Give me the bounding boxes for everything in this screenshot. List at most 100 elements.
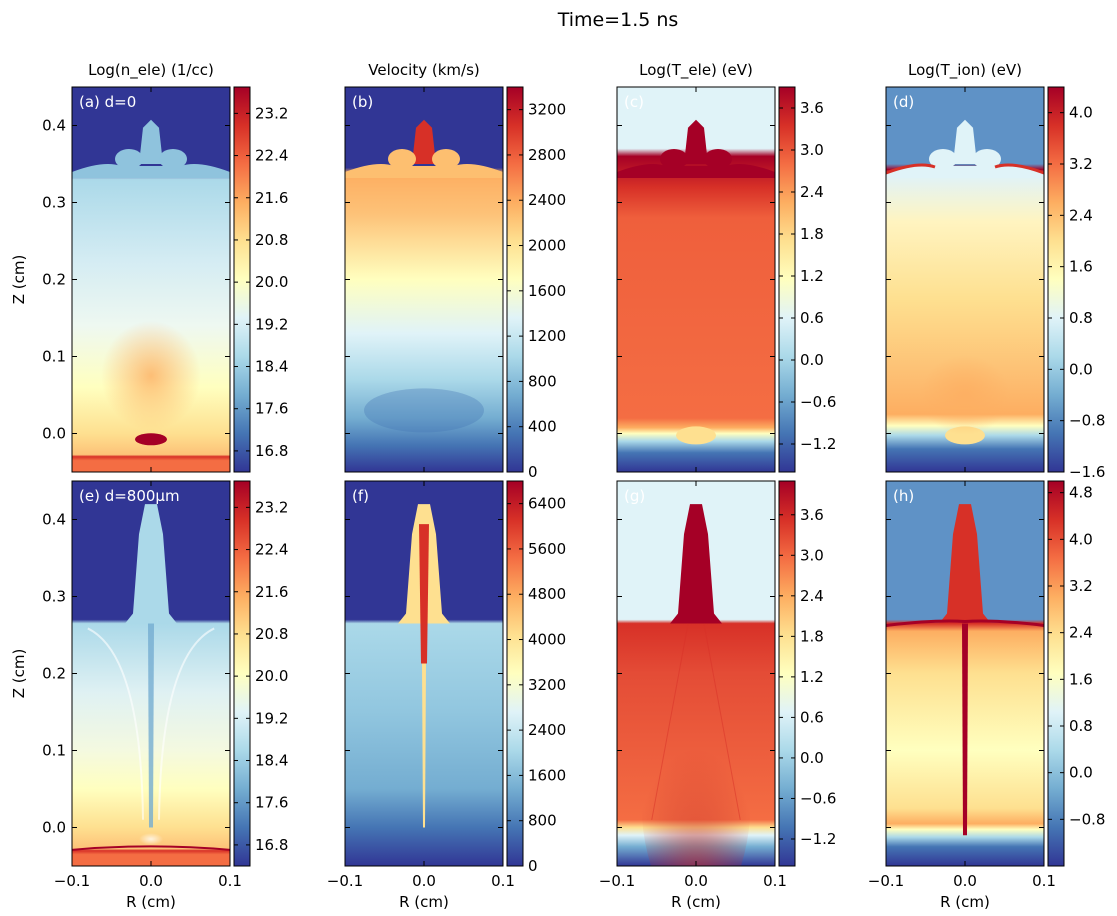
x-axis-label: R (cm) — [671, 893, 721, 911]
colorbar-tick-label: 0.8 — [1069, 309, 1093, 327]
colorbar-e: 16.8 17.6 18.4 19.2 20.0 20.8 21.6 22.4 23.2 — [233, 480, 288, 867]
cap-vortex-left — [929, 149, 957, 169]
colorbar-tick-label: 23.2 — [255, 498, 288, 516]
jet-core — [419, 524, 429, 664]
x-tick-label: 0.0 — [139, 872, 163, 890]
y-tick-label: 0.4 — [42, 117, 66, 135]
colorbar-tick-label: 1.2 — [800, 668, 824, 686]
shock-front — [886, 163, 1044, 175]
y-axis-label: Z (cm) — [10, 255, 28, 305]
colorbar-tick-label: 20.8 — [255, 625, 288, 643]
colorbar-gradient — [778, 480, 796, 867]
colorbar-tick-label: 2000 — [528, 237, 566, 255]
colorbar-tick-label: 0.6 — [800, 309, 824, 327]
colorbar-h: −0.8 0.0 0.8 1.6 2.4 3.2 4.0 4.8 — [1047, 480, 1105, 867]
colorbar-tick-label: 3.6 — [800, 506, 824, 524]
cap-vortex-left — [660, 149, 688, 169]
heatmap-e — [72, 481, 230, 866]
colorbar-tick-label: 800 — [528, 812, 557, 830]
panel-label: (g) — [624, 487, 645, 505]
x-tick-label: −0.1 — [54, 872, 90, 890]
panel-title: Log(T_ele) (eV) — [639, 61, 753, 80]
y-tick-label: 0.2 — [42, 271, 66, 289]
heatmap-b — [345, 87, 503, 472]
cone-edges — [651, 623, 741, 820]
colorbar-tick-label: 2800 — [528, 146, 566, 164]
panel-a: Log(n_ele) (1/cc) (a) d=0 0.0 0.1 0.2 0.3 0.4 Z… — [10, 61, 288, 473]
x-tick-label: 0.0 — [412, 872, 436, 890]
colorbar-tick-label: 4000 — [528, 631, 566, 649]
cap-vortex-right — [159, 149, 187, 169]
colorbar-gradient — [778, 86, 796, 473]
colorbar-tick-label: 4.8 — [1069, 484, 1093, 502]
heatmap-d — [886, 87, 1044, 472]
x-tick-label: −0.1 — [868, 872, 904, 890]
colorbar-tick-label: 21.6 — [255, 583, 288, 601]
cap-shell — [72, 164, 230, 178]
hot-cone — [641, 676, 751, 866]
jet-head — [125, 504, 177, 624]
cap-vortex-left — [115, 149, 143, 169]
colorbar-tick-label: −0.6 — [800, 393, 836, 411]
axis-filament — [962, 623, 968, 836]
x-tick-label: −0.1 — [599, 872, 635, 890]
colorbar-tick-label: 2.4 — [800, 183, 824, 201]
colorbar-tick-label: 21.6 — [255, 189, 288, 207]
colorbar-tick-label: 4.0 — [1069, 104, 1093, 122]
cap-vortex-right — [973, 149, 1001, 169]
cap-jet — [953, 119, 977, 164]
colorbar-tick-label: 3200 — [528, 676, 566, 694]
colorbar-tick-label: 3.0 — [800, 546, 824, 564]
panel-d: Log(T_ion) (eV) (d) −1.6 −0.8 0.0 0.8 1.6 2.4 3.… — [885, 61, 1105, 481]
cap-jet — [412, 119, 436, 164]
panel-label: (c) — [624, 93, 644, 111]
colorbar-tick-label: 3.6 — [800, 99, 824, 117]
y-tick-label: 0.4 — [42, 511, 66, 529]
colorbar-tick-label: 1.2 — [800, 267, 824, 285]
colorbar-tick-label: 22.4 — [255, 147, 288, 165]
colorbar-tick-label: −0.8 — [1069, 412, 1105, 430]
colorbar-gradient — [1047, 480, 1065, 867]
colorbar-f: 0 800 1600 2400 3200 4000 4800 5600 6400 — [506, 480, 566, 875]
colorbar-gradient — [1047, 86, 1065, 473]
core-glow — [101, 320, 201, 431]
colorbar-tick-label: 2.4 — [1069, 206, 1093, 224]
colorbar-tick-label: 1.6 — [1069, 258, 1093, 276]
panel-label: (e) d=800μm — [79, 487, 180, 505]
panel-h: (h) −0.1 0.0 0.1 R (cm) −0.8 0.0 0.8 1.6 2.4 3.2 4.… — [868, 480, 1105, 911]
y-axis-label: Z (cm) — [10, 649, 28, 699]
colorbar-tick-label: 0 — [528, 463, 538, 481]
y-tick-label: 0.1 — [42, 348, 66, 366]
y-tick-label: 0.0 — [42, 819, 66, 837]
colorbar-tick-label: 20.8 — [255, 231, 288, 249]
cap-vortex-right — [432, 149, 460, 169]
colorbar-tick-label: 2400 — [528, 721, 566, 739]
panel-title: Velocity (km/s) — [368, 61, 479, 79]
heatmap-c — [617, 87, 775, 472]
x-tick-label: 0.0 — [953, 872, 977, 890]
x-tick-label: 0.1 — [1032, 872, 1056, 890]
colorbar-tick-label: 3200 — [528, 101, 566, 119]
x-tick-label: 0.1 — [491, 872, 515, 890]
colorbar-tick-label: 5600 — [528, 540, 566, 558]
cap-shell — [345, 164, 503, 178]
arc-structures — [87, 627, 215, 820]
colorbar-tick-label: 1.8 — [800, 225, 824, 243]
y-tick-label: 0.3 — [42, 194, 66, 212]
colorbar-tick-label: 1600 — [528, 282, 566, 300]
x-tick-label: −0.1 — [327, 872, 363, 890]
panel-label: (a) d=0 — [79, 93, 136, 111]
jet-head — [939, 504, 991, 624]
colorbar-tick-label: 18.4 — [255, 752, 288, 770]
colorbar-gradient — [233, 480, 251, 867]
heatmap-f — [345, 481, 503, 866]
x-axis-label: R (cm) — [126, 893, 176, 911]
y-tick-label: 0.0 — [42, 425, 66, 443]
panel-f: (f) −0.1 0.0 0.1 R (cm) 0 800 1600 2400 3200 4000 4… — [327, 480, 566, 911]
colorbar-tick-label: 0.0 — [800, 351, 824, 369]
core-glow — [920, 355, 1010, 435]
figure-suptitle: Time=1.5 ns — [557, 9, 679, 31]
dense-bump — [135, 433, 167, 446]
colorbar-tick-label: 18.4 — [255, 358, 288, 376]
